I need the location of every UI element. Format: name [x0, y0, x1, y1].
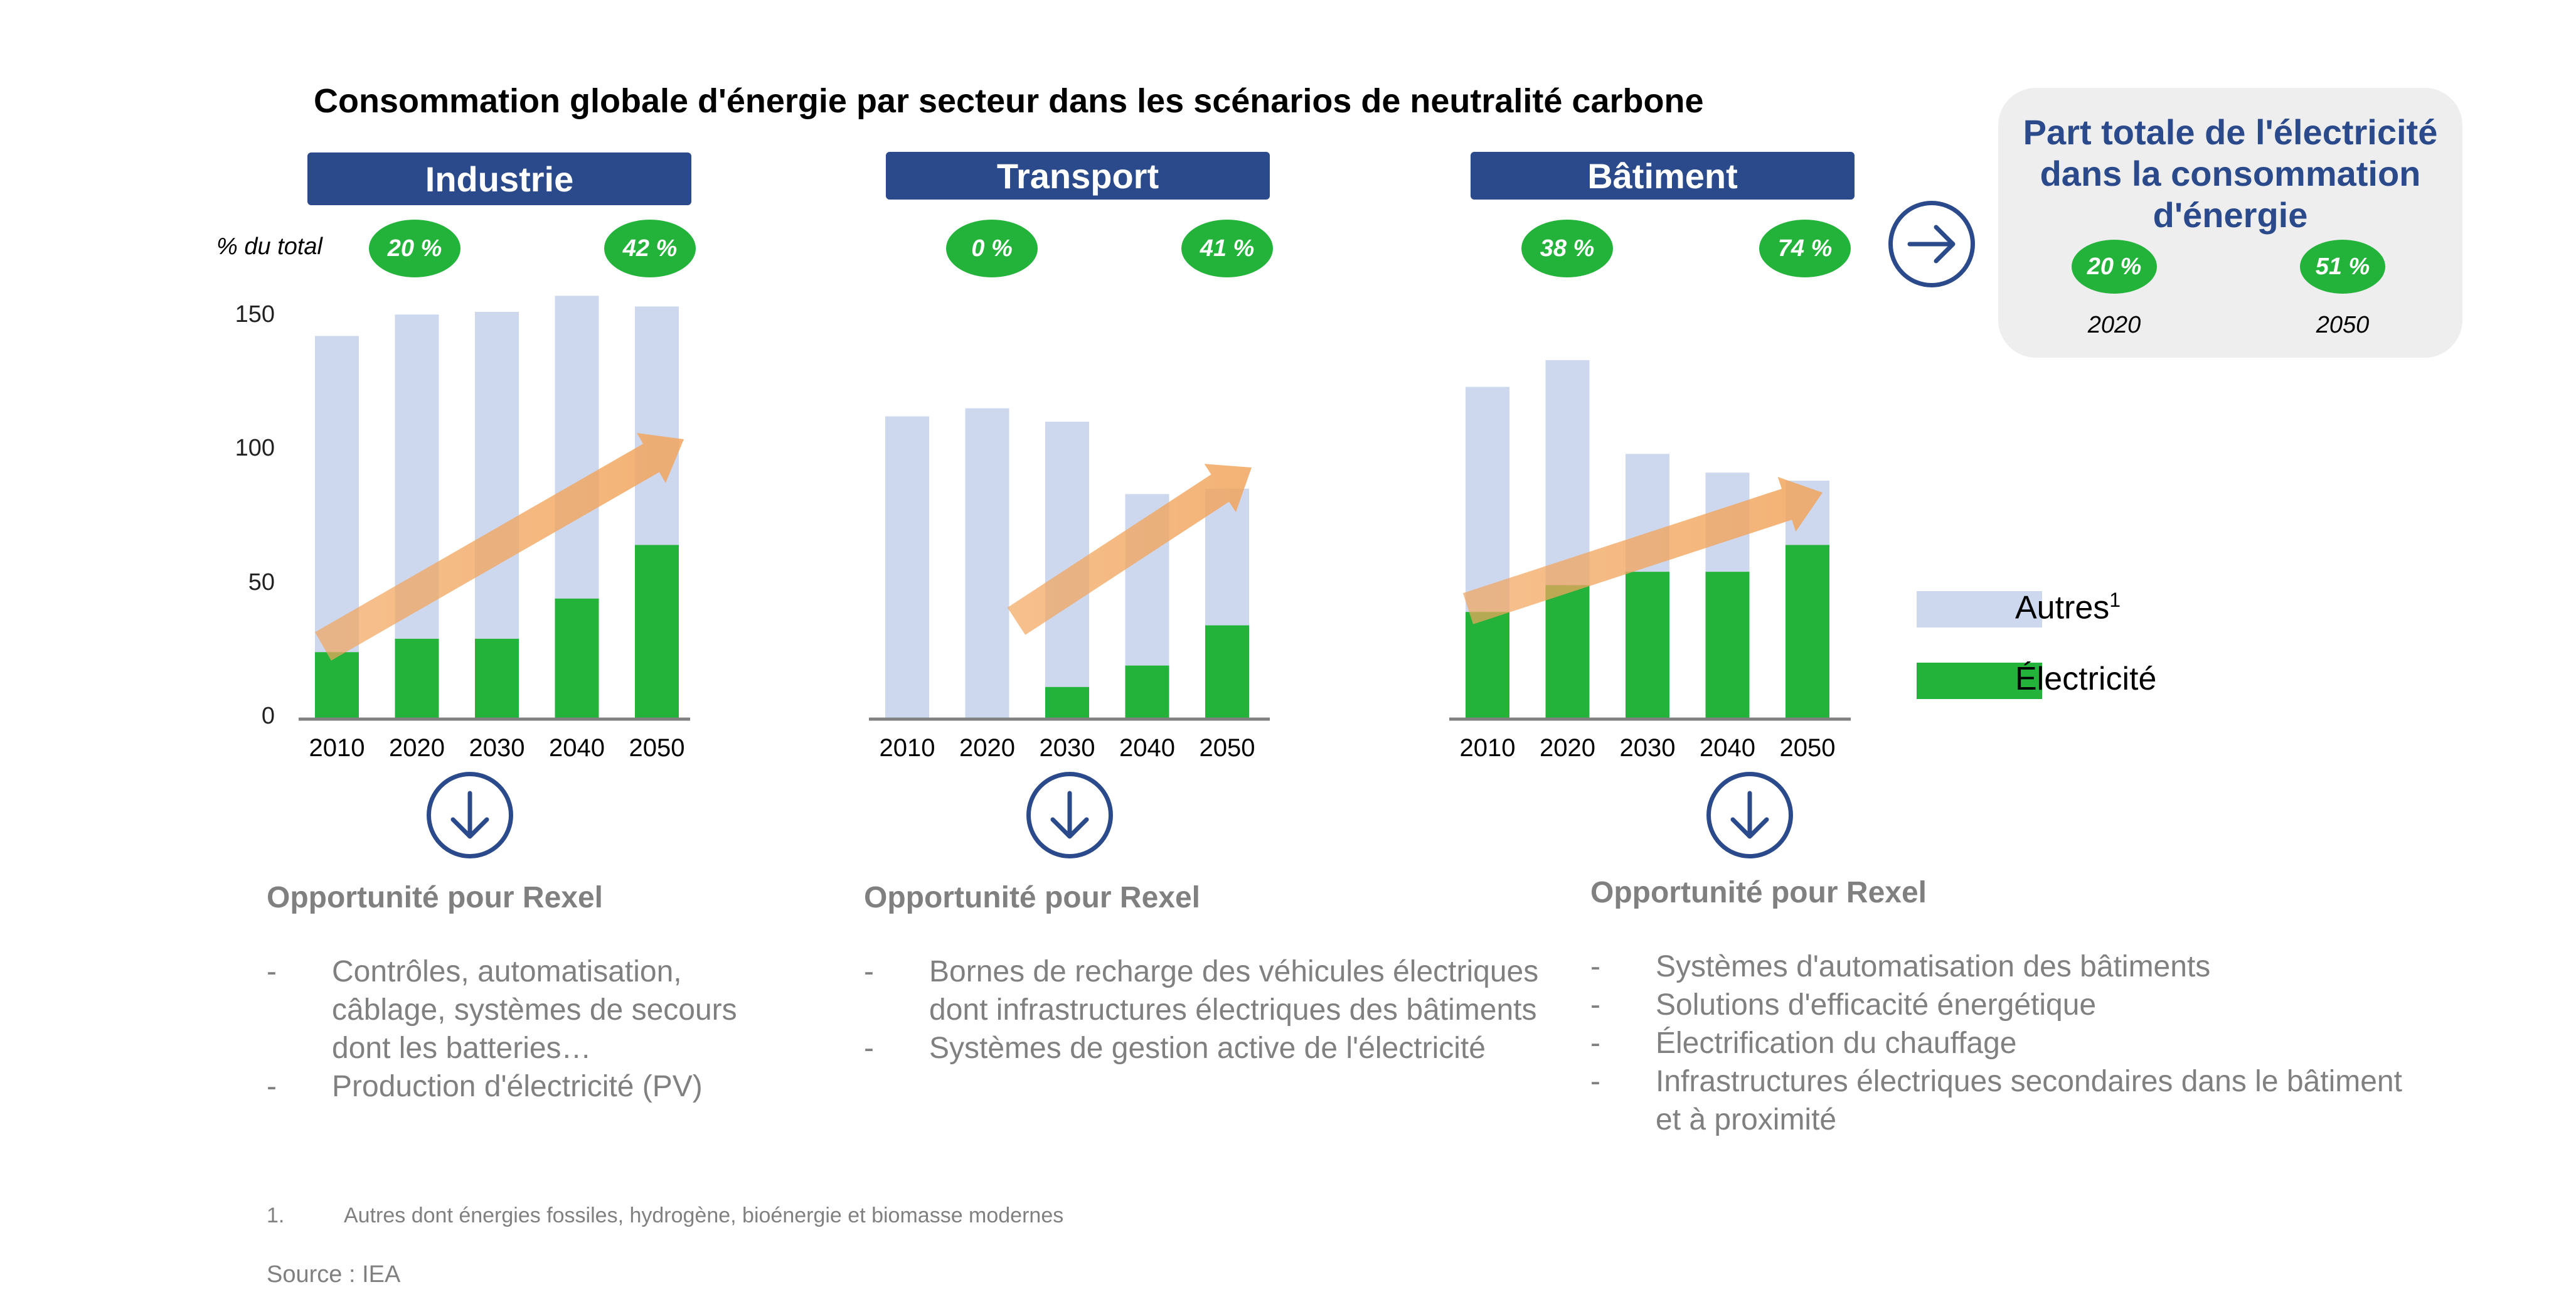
pill-part-2020: 20 %: [2072, 240, 2157, 294]
list-item: - Systèmes de gestion active de l'électri…: [864, 1032, 1486, 1065]
arrow-down-icon: [1026, 772, 1113, 858]
legend-swatch-electricite: [1917, 663, 2042, 699]
bar-electricite: [635, 545, 679, 719]
bar-electricite: [1125, 665, 1169, 719]
pill-transport-2050: 41 %: [1181, 220, 1273, 277]
list-item: - Électrification du chauffage: [1590, 1027, 2017, 1060]
bar-electricite: [1466, 612, 1509, 719]
opportunity-list: - Systèmes d'automatisation des bâtiments…: [1590, 948, 2406, 1139]
bar-electricite: [1205, 625, 1249, 719]
panel-header-transport: Transport: [886, 152, 1270, 200]
list-item: - Solutions d'efficacité énergétique: [1590, 988, 2097, 1022]
bar-autres: [1045, 422, 1089, 687]
bar-electricite: [1705, 572, 1750, 719]
x-tick-label: 2010: [879, 734, 935, 762]
bar-autres: [885, 416, 929, 719]
legend-label-electricite: Électricité: [2015, 661, 2157, 697]
pill-industrie-2050: 42 %: [604, 220, 696, 277]
pill-transport-2020: 0 %: [946, 220, 1038, 277]
bar-electricite: [1045, 686, 1089, 719]
footnote-number: 1.: [267, 1204, 285, 1227]
y-tick-label: 50: [248, 569, 275, 596]
part-totale-box: [1998, 88, 2462, 358]
pill-part-2050: 51 %: [2300, 240, 2385, 294]
arrow-down-icon: [427, 772, 513, 858]
bar-electricite: [475, 638, 519, 719]
opportunity-list: - Bornes de recharge des véhicules électr…: [864, 953, 1541, 1067]
x-tick-label: 2020: [959, 734, 1015, 762]
bar-autres: [315, 336, 359, 653]
trend-arrow: [315, 433, 684, 661]
bar-electricite: [1626, 572, 1669, 719]
trend-arrow: [1462, 477, 1823, 624]
trend-arrow: [1007, 464, 1252, 635]
bar-autres: [635, 306, 679, 545]
y-tick-label: 0: [261, 703, 275, 729]
source-text: Source : IEA: [267, 1261, 401, 1288]
y-axis-label: % du total: [216, 233, 322, 260]
opportunity-title: Opportunité pour Rexel: [267, 881, 604, 914]
pill-industrie-2020: 20 %: [369, 220, 460, 277]
legend-swatch-autres: [1917, 591, 2042, 628]
pill-batiment-2050: 74 %: [1759, 220, 1851, 277]
list-item: - Production d'électricité (PV): [267, 1070, 703, 1103]
bar-electricite: [1786, 545, 1829, 719]
bar-electricite: [555, 598, 599, 719]
charts-canvas: [299, 296, 1851, 721]
bar-autres: [475, 311, 519, 639]
list-item: - Bornes de recharge des véhicules électr…: [864, 955, 1539, 1027]
bar-electricite: [1545, 585, 1590, 719]
panel-header-batiment: Bâtiment: [1471, 152, 1855, 200]
bar-electricite: [315, 652, 359, 719]
panel-header-industrie: Industrie: [307, 152, 691, 205]
x-tick-label: 2050: [629, 734, 685, 762]
chart-title: Consommation globale d'énergie par secte…: [314, 82, 1704, 120]
pill-batiment-2020: 38 %: [1521, 220, 1613, 277]
x-tick-label: 2030: [1039, 734, 1095, 762]
bar-autres: [965, 408, 1009, 719]
part-year-2050: 2050: [2316, 312, 2370, 338]
part-totale-title: Part totale de l'électricité dans la con…: [2023, 112, 2438, 235]
y-tick-label: 100: [235, 435, 275, 461]
list-item: - Infrastructures électriques secondaires…: [1590, 1065, 2402, 1136]
x-tick-label: 2010: [1459, 734, 1516, 762]
footnote-text: Autres dont énergies fossiles, hydrogène…: [344, 1204, 1064, 1227]
x-tick-label: 2050: [1199, 734, 1255, 762]
x-tick-label: 2030: [1619, 734, 1676, 762]
legend-label-autres: Autres1: [2015, 589, 2121, 626]
x-tick-label: 2050: [1779, 734, 1836, 762]
arrow-right-icon: [1888, 201, 1975, 287]
x-tick-label: 2010: [309, 734, 365, 762]
x-tick-label: 2040: [549, 734, 605, 762]
y-tick-label: 150: [235, 301, 275, 328]
arrow-down-icon: [1706, 772, 1793, 858]
list-item: - Contrôles, automatisation, câblage, sys…: [267, 955, 737, 1065]
part-year-2020: 2020: [2087, 312, 2141, 338]
opportunity-title: Opportunité pour Rexel: [1590, 876, 1927, 909]
bar-autres: [1466, 387, 1509, 612]
bar-autres: [555, 296, 599, 599]
x-tick-label: 2020: [389, 734, 445, 762]
x-tick-label: 2040: [1119, 734, 1175, 762]
x-tick-label: 2040: [1700, 734, 1755, 762]
x-tick-label: 2020: [1540, 734, 1595, 762]
bar-electricite: [395, 638, 439, 719]
x-tick-label: 2030: [469, 734, 525, 762]
list-item: - Systèmes d'automatisation des bâtiments: [1590, 950, 2211, 983]
opportunity-title: Opportunité pour Rexel: [864, 881, 1201, 914]
bar-autres: [1545, 360, 1590, 585]
opportunity-list: - Contrôles, automatisation, câblage, sys…: [267, 953, 781, 1106]
